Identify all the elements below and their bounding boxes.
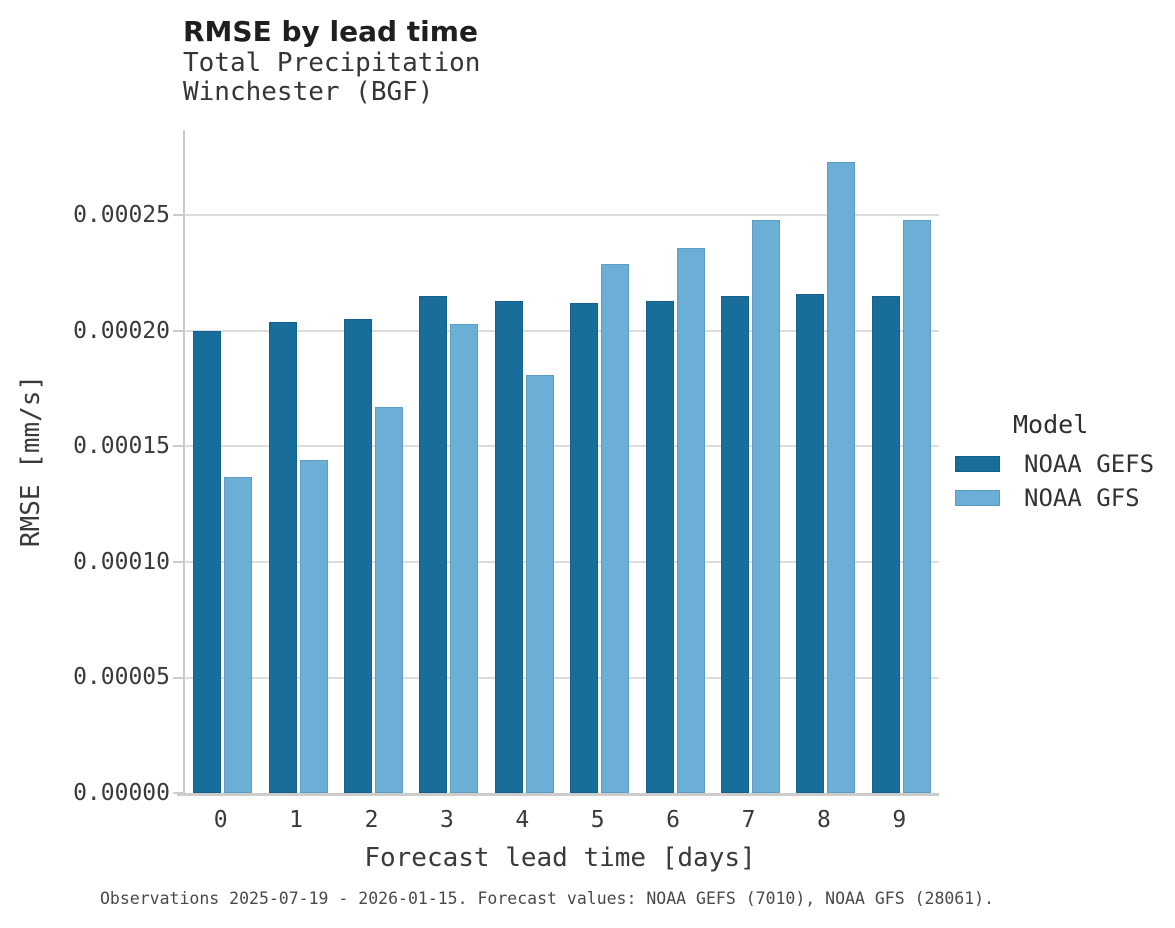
bar-noaa-gefs-lead-7 [721, 296, 749, 793]
legend-item-label: NOAA GFS [1024, 484, 1140, 512]
y-tick [173, 561, 183, 563]
bar-noaa-gfs-lead-7 [752, 220, 780, 793]
y-axis-title: RMSE [mm/s] [16, 374, 46, 548]
bar-noaa-gfs-lead-5 [601, 264, 630, 793]
bar-noaa-gefs-lead-4 [494, 300, 523, 793]
x-tick-label: 3 [439, 807, 454, 833]
bar-noaa-gfs-lead-8 [827, 162, 856, 793]
legend-swatch [955, 456, 1000, 472]
legend-swatch [955, 490, 1000, 506]
x-tick-label: 9 [892, 807, 907, 833]
gridline [185, 445, 939, 448]
bar-noaa-gfs-lead-9 [902, 220, 931, 793]
x-axis-spine [177, 793, 939, 796]
y-tick-label: 0.00000 [73, 780, 170, 806]
legend-item-label: NOAA GEFS [1024, 450, 1155, 478]
bar-noaa-gefs-lead-6 [645, 300, 674, 793]
bar-noaa-gfs-lead-2 [375, 407, 403, 793]
x-tick-label: 1 [289, 807, 304, 833]
x-axis-title: Forecast lead time [days] [364, 843, 756, 873]
x-tick-label: 7 [741, 807, 756, 833]
legend-item-noaa-gefs: NOAA GEFS [955, 447, 1154, 481]
bar-noaa-gefs-lead-0 [193, 330, 222, 793]
chart-title: RMSE by lead time [183, 15, 478, 48]
legend-item-noaa-gfs: NOAA GFS [955, 481, 1154, 515]
x-tick-label: 2 [364, 807, 379, 833]
bar-noaa-gefs-lead-5 [570, 303, 599, 793]
gridline [185, 676, 939, 679]
y-tick-label: 0.00025 [73, 202, 170, 229]
y-tick [173, 329, 183, 332]
gridline [185, 329, 939, 332]
gridline [185, 214, 939, 217]
subtitle-variable: Total Precipitation [183, 48, 481, 78]
y-tick-label: 0.00010 [73, 548, 170, 575]
y-tick-label: 0.00005 [73, 664, 170, 691]
y-tick [173, 676, 183, 679]
y-tick [173, 445, 183, 448]
bar-noaa-gfs-lead-0 [224, 476, 253, 793]
x-tick-label: 8 [816, 807, 831, 833]
y-tick-label: 0.00015 [73, 433, 170, 460]
bar-noaa-gefs-lead-9 [871, 296, 900, 793]
x-tick-label: 4 [515, 807, 530, 833]
gridline [185, 561, 939, 563]
bar-noaa-gfs-lead-1 [299, 460, 328, 793]
bar-noaa-gfs-lead-3 [450, 324, 479, 793]
y-tick [173, 214, 183, 217]
y-tick-label: 0.00020 [73, 317, 170, 344]
bar-noaa-gefs-lead-3 [419, 296, 448, 793]
caption: Observations 2025-07-19 - 2026-01-15. Fo… [100, 889, 995, 908]
legend-title: Model [1013, 410, 1089, 439]
x-tick-label: 6 [666, 807, 681, 833]
subtitle-location: Winchester (BGF) [183, 77, 434, 107]
plot-area [173, 130, 939, 796]
bar-noaa-gefs-lead-8 [796, 294, 825, 793]
bar-noaa-gfs-lead-4 [525, 374, 554, 793]
y-axis-tick-labels: 0.00000 0.00005 0.00010 0.00015 0.00020 0.000… [0, 0, 170, 928]
y-tick [173, 792, 183, 794]
bar-noaa-gefs-lead-2 [344, 319, 372, 793]
chart-subtitle: Total Precipitation Winchester (BGF) [183, 49, 480, 107]
bar-noaa-gefs-lead-1 [268, 321, 297, 793]
x-tick-label: 0 [213, 807, 228, 833]
x-tick-label: 5 [590, 807, 605, 833]
bar-noaa-gfs-lead-6 [676, 247, 705, 793]
x-axis-tick-labels: 0 1 2 3 4 5 6 7 8 9 [183, 805, 937, 837]
legend: Model NOAA GEFS NOAA GFS [955, 410, 1154, 515]
